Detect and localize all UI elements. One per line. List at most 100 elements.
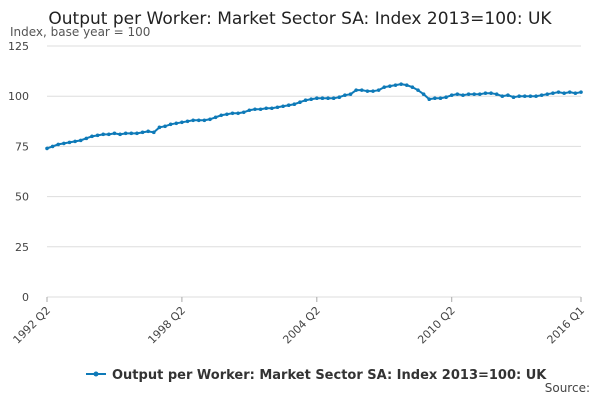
data-point [348, 92, 353, 96]
data-point [511, 95, 516, 100]
data-point [371, 89, 375, 93]
data-point [444, 95, 448, 100]
data-point [253, 107, 257, 112]
data-point [399, 82, 403, 86]
data-point [213, 115, 218, 120]
data-point [483, 91, 488, 95]
data-point [298, 100, 302, 105]
data-point [95, 133, 100, 138]
data-point [404, 83, 409, 87]
data-point [208, 117, 212, 122]
chart-subtitle: Index, base year = 100 [10, 25, 150, 39]
series-line [46, 83, 582, 150]
data-point [140, 130, 145, 135]
data-point [174, 121, 179, 126]
data-point [326, 96, 330, 101]
data-point [236, 111, 240, 116]
chart-title: Output per Worker: Market Sector SA: Ind… [48, 9, 552, 29]
data-point [478, 92, 482, 96]
source: Source: [545, 381, 590, 395]
data-point [556, 90, 561, 94]
data-point [365, 89, 370, 93]
data-point [433, 96, 437, 101]
data-point [393, 83, 398, 87]
legend-marker [93, 371, 99, 377]
data-point [219, 113, 224, 118]
data-point [73, 139, 77, 144]
data-point [247, 108, 252, 113]
data-point [163, 124, 167, 129]
data-point [354, 88, 358, 92]
data-point [202, 118, 207, 123]
data-point [573, 91, 578, 95]
x-tick-label: 2004 Q2 [280, 304, 323, 347]
x-tick-label: 1992 Q2 [11, 304, 54, 347]
data-point [281, 104, 285, 109]
data-point [438, 96, 443, 101]
data-point [303, 98, 308, 103]
data-point [152, 130, 156, 135]
data-point [331, 96, 336, 101]
data-point [185, 119, 190, 124]
data-point [421, 92, 426, 96]
data-point [410, 85, 415, 89]
data-point [129, 131, 134, 136]
data-point [517, 94, 521, 98]
data-point [135, 131, 139, 136]
data-point [337, 95, 342, 100]
data-point [534, 94, 538, 98]
data-point [388, 84, 392, 88]
data-point [382, 85, 387, 89]
data-point [146, 129, 150, 134]
legend-label: Output per Worker: Market Sector SA: Ind… [112, 368, 547, 383]
data-point [118, 132, 122, 137]
data-point [579, 90, 583, 94]
data-point [78, 138, 83, 143]
data-point [315, 96, 319, 101]
y-tick-label: 100 [8, 90, 29, 103]
y-tick-label: 25 [15, 241, 29, 254]
data-point [101, 132, 106, 137]
data-point [191, 118, 195, 123]
x-tick-label: 1998 Q2 [145, 304, 188, 347]
data-point [376, 88, 381, 92]
data-point [157, 125, 162, 130]
data-point [528, 94, 533, 98]
data-point [196, 118, 201, 123]
data-point [107, 132, 111, 137]
data-point [427, 97, 432, 102]
data-point [225, 112, 229, 117]
data-point [309, 97, 313, 102]
y-tick-label: 125 [8, 40, 29, 53]
data-point [168, 122, 173, 127]
data-point [539, 93, 544, 97]
data-point [359, 88, 364, 92]
data-point [264, 106, 269, 111]
data-point [286, 103, 291, 108]
data-point [506, 93, 510, 97]
y-tick-label: 0 [22, 291, 29, 304]
data-point [472, 92, 477, 96]
data-point [292, 102, 297, 107]
data-point [258, 107, 263, 112]
data-point [241, 110, 246, 115]
data-point [320, 96, 325, 101]
data-point [455, 92, 460, 96]
data-point [180, 120, 184, 125]
x-tick-label: 2010 Q2 [415, 304, 458, 347]
data-point [466, 92, 471, 96]
data-point [84, 136, 89, 141]
data-point [545, 92, 550, 96]
data-point [449, 93, 454, 97]
data-point [123, 131, 128, 136]
data-point [494, 92, 499, 96]
data-point [230, 111, 235, 116]
data-point [551, 91, 555, 95]
data-point [62, 141, 66, 146]
data-point [45, 146, 49, 151]
data-point [562, 91, 566, 95]
data-point [461, 93, 465, 97]
data-point [522, 94, 527, 98]
data-point [489, 91, 493, 95]
